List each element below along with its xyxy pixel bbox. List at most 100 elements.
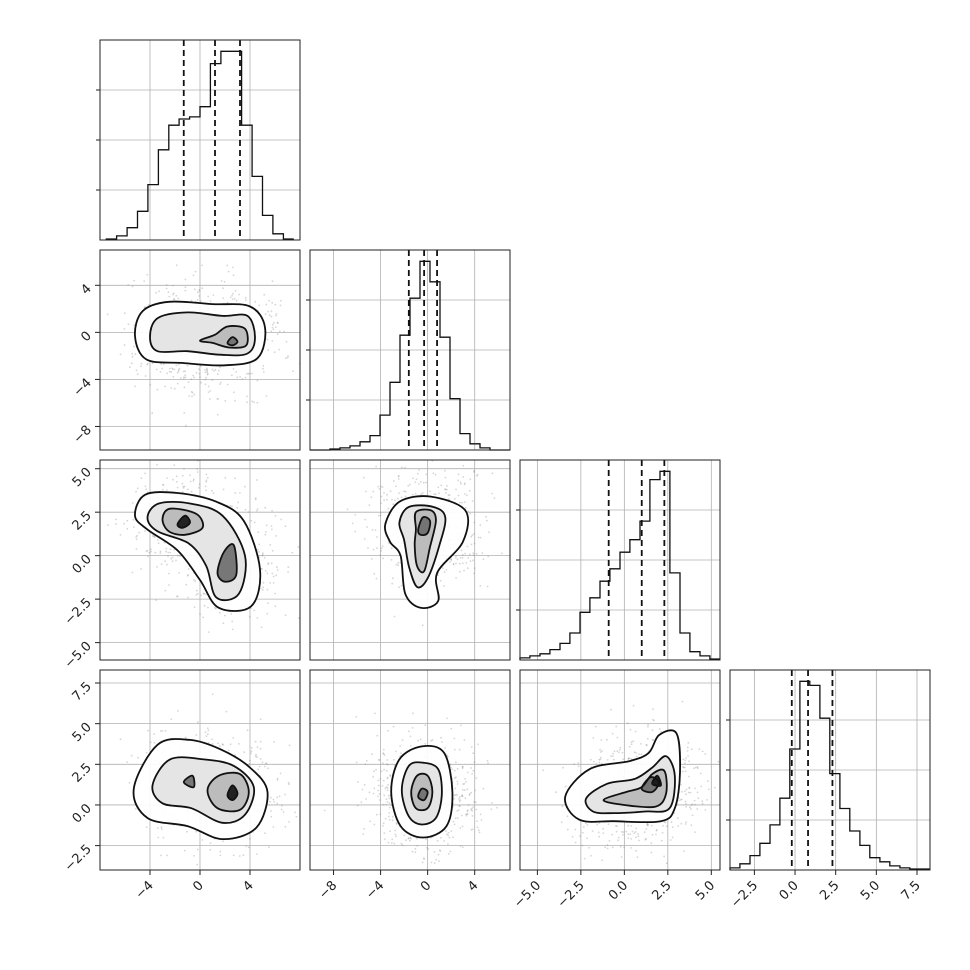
sample-point (478, 831, 481, 834)
sample-point (167, 551, 170, 554)
sample-point (688, 775, 690, 778)
sample-point (684, 770, 687, 773)
sample-point (412, 477, 414, 480)
sample-point (388, 815, 390, 818)
sample-point (259, 718, 262, 721)
y-tick-label: 0 (78, 329, 94, 345)
sample-point (696, 808, 699, 810)
sample-point (421, 492, 424, 494)
sample-point (461, 765, 464, 768)
sample-point (416, 845, 419, 847)
sample-point (161, 488, 164, 491)
sample-point (689, 791, 692, 794)
sample-point (456, 767, 459, 770)
sample-point (717, 760, 720, 763)
sample-point (106, 313, 109, 316)
sample-point (378, 792, 381, 795)
sample-point (135, 536, 138, 538)
sample-point (600, 756, 602, 759)
sample-point (638, 753, 640, 756)
sample-point (424, 743, 427, 745)
sample-point (577, 765, 580, 768)
sample-point (161, 367, 164, 370)
sample-point (227, 270, 230, 273)
sample-point (187, 574, 190, 576)
sample-point (127, 284, 130, 286)
sample-point (264, 570, 267, 572)
sample-point (232, 368, 235, 370)
sample-point (179, 555, 181, 557)
sample-point (388, 818, 391, 821)
sample-point (244, 485, 246, 488)
sample-point (179, 377, 182, 379)
sample-point (458, 805, 461, 807)
sample-point (430, 739, 433, 742)
sample-point (219, 381, 222, 384)
sample-point (294, 811, 297, 814)
sample-point (390, 547, 393, 550)
sample-point (291, 551, 294, 554)
sample-point (459, 827, 462, 829)
sample-point (378, 799, 381, 801)
sample-point (364, 763, 367, 765)
sample-point (391, 815, 394, 818)
sample-point (166, 563, 168, 566)
sample-point (621, 751, 624, 754)
sample-point (278, 795, 281, 798)
sample-point (272, 582, 275, 584)
sample-point (382, 803, 385, 806)
sample-point (271, 509, 273, 512)
sample-point (153, 535, 156, 538)
sample-point (459, 799, 462, 802)
sample-point (287, 781, 290, 784)
sample-point (424, 457, 426, 459)
contour-level-5 (226, 784, 239, 802)
sample-point (573, 763, 576, 765)
sample-point (194, 580, 197, 583)
sample-point (164, 447, 166, 449)
y-tick-label: 5.0 (70, 465, 95, 490)
x-tick-label: −2.5 (555, 878, 588, 911)
sample-point (473, 470, 475, 472)
panel-frame (99, 459, 301, 661)
histogram-steps (105, 50, 294, 240)
sample-point (165, 454, 167, 456)
sample-point (156, 463, 159, 466)
sample-point (195, 594, 198, 596)
sample-point (418, 483, 420, 485)
sample-point (288, 783, 290, 786)
sample-point (284, 793, 286, 796)
sample-point (684, 759, 687, 762)
sample-point (382, 753, 385, 755)
sample-point (453, 748, 456, 751)
sample-point (589, 758, 592, 761)
sample-point (211, 489, 213, 492)
sample-point (650, 824, 653, 827)
sample-point (706, 799, 708, 801)
sample-point (248, 615, 251, 618)
histogram-steps (519, 470, 720, 660)
sample-point (700, 785, 703, 788)
sample-point (161, 483, 164, 486)
sample-point (469, 512, 472, 515)
sample-point (119, 738, 122, 741)
sample-point (487, 555, 490, 558)
sample-point (407, 485, 410, 487)
contour-level-3 (206, 771, 250, 813)
sample-point (171, 560, 174, 563)
sample-point (190, 390, 193, 393)
sample-point (445, 488, 448, 491)
sample-point (217, 369, 220, 372)
sample-point (477, 431, 479, 433)
sample-point (382, 779, 385, 782)
sample-point (401, 844, 404, 847)
sample-point (647, 723, 649, 726)
sample-point (652, 718, 654, 721)
sample-point (183, 376, 185, 379)
sample-point (144, 306, 147, 308)
sample-point (470, 767, 472, 769)
sample-point (691, 814, 694, 817)
sample-point (168, 584, 171, 586)
sample-point (687, 791, 690, 794)
